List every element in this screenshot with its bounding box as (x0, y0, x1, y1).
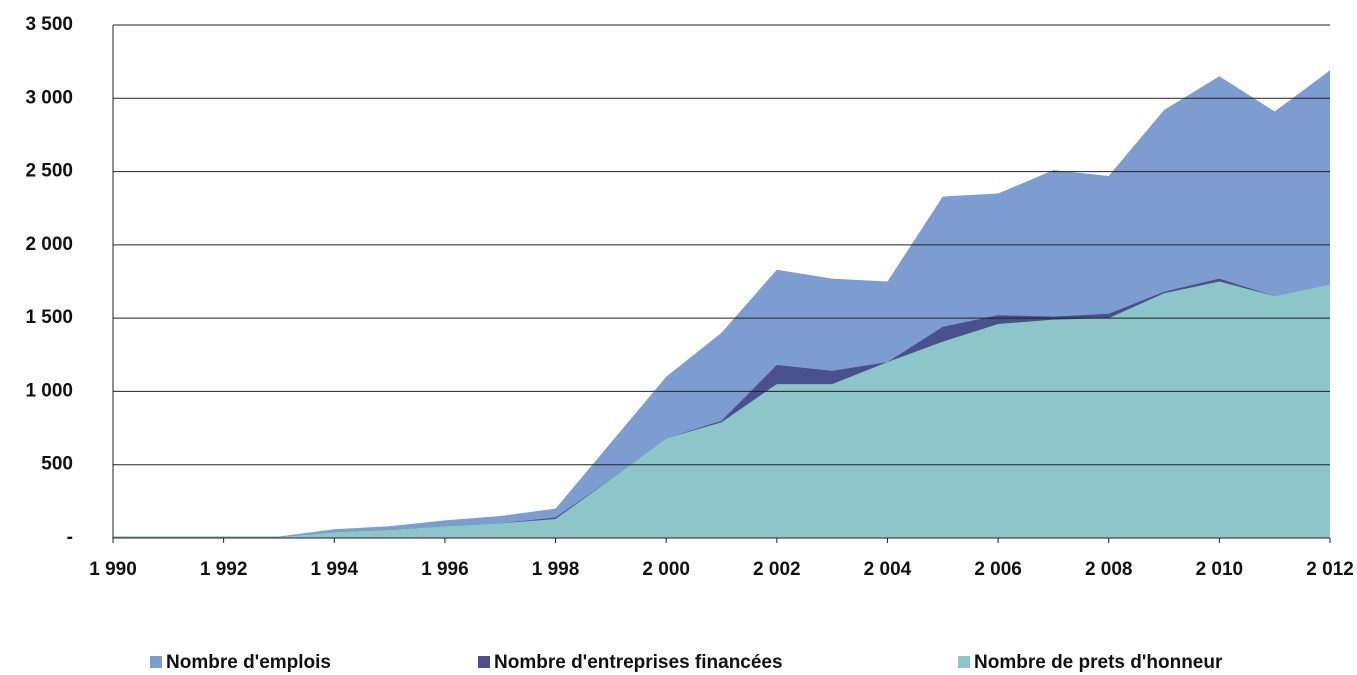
legend-label: Nombre d'entreprises financées (494, 652, 783, 673)
legend-swatch (958, 656, 970, 668)
x-tick-label: 2 006 (974, 559, 1022, 580)
legend-label: Nombre de prets d'honneur (974, 652, 1223, 673)
area (113, 281, 1330, 538)
x-tick-label: 2 010 (1196, 559, 1244, 580)
x-tick-label: 1 992 (200, 559, 248, 580)
legend-label: Nombre d'emplois (166, 652, 331, 673)
y-tick-label: 500 (41, 454, 73, 475)
x-tick-label: 1 994 (310, 559, 358, 580)
x-tick-label: 2 004 (864, 559, 912, 580)
x-tick-label: 1 996 (421, 559, 469, 580)
x-tick-label: 2 000 (642, 559, 690, 580)
y-tick-label: 3 500 (25, 14, 73, 35)
x-tick-label: 2 002 (753, 559, 801, 580)
legend-swatch (478, 656, 490, 668)
y-tick-label: 2 000 (25, 234, 73, 255)
y-tick-label: - (67, 527, 73, 548)
y-tick-label: 1 000 (25, 380, 73, 401)
y-tick-label: 1 500 (25, 307, 73, 328)
x-tick-label: 2 012 (1306, 559, 1354, 580)
y-tick-label: 3 000 (25, 87, 73, 108)
y-tick-label: 2 500 (25, 161, 73, 182)
x-tick-label: 1 990 (89, 559, 137, 580)
legend-swatch (150, 656, 162, 668)
x-tick-label: 1 998 (532, 559, 580, 580)
x-tick-label: 2 008 (1085, 559, 1133, 580)
